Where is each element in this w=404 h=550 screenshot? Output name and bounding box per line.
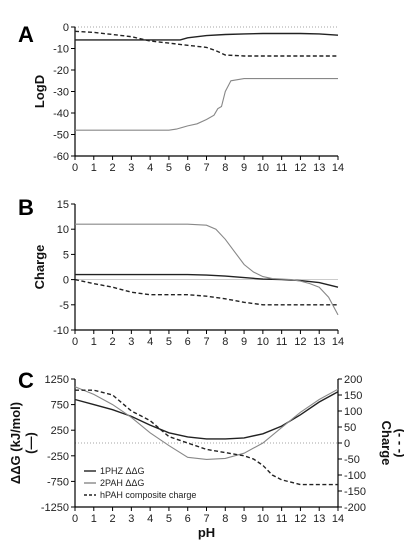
x-tick-label: 9 (241, 336, 247, 348)
x-tick-label: 12 (294, 162, 306, 174)
x-tick-label: 9 (241, 162, 247, 174)
x-tick-label: 5 (166, 162, 172, 174)
y-tick-label: -1250 (41, 502, 69, 514)
x-tick-label: 4 (147, 336, 153, 348)
x-tick-label: 8 (222, 336, 228, 348)
x-tick-label: 14 (332, 162, 344, 174)
y-axis-label-bracket: (—) (23, 432, 38, 454)
x-tick-label: 3 (128, 162, 134, 174)
y-tick-label: -250 (47, 451, 69, 463)
y-tick-label: -10 (53, 44, 69, 56)
panel-label: A (18, 22, 34, 47)
y2-axis-label: Charge (379, 421, 394, 466)
series-line-2 (74, 30, 338, 57)
series-line-3 (75, 78, 338, 131)
y-tick-label: -60 (53, 151, 69, 163)
y2-tick-label: 150 (344, 390, 362, 402)
panel-label: B (18, 195, 34, 220)
x-tick-label: 4 (147, 162, 153, 174)
series-line-3 (75, 389, 338, 486)
x-tick-label: 0 (72, 336, 78, 348)
x-axis-label: pH (198, 525, 215, 540)
x-tick-label: 0 (72, 513, 78, 525)
series-line-2 (74, 278, 338, 306)
y-tick-label: -5 (59, 300, 69, 312)
x-tick-label: 13 (313, 513, 325, 525)
y-tick-label: -20 (53, 65, 69, 77)
x-tick-label: 9 (241, 513, 247, 525)
x-tick-label: 13 (313, 162, 325, 174)
x-tick-label: 12 (294, 336, 306, 348)
x-tick-label: 10 (257, 336, 269, 348)
x-tick-label: 2 (110, 162, 116, 174)
x-tick-label: 4 (147, 513, 153, 525)
x-tick-label: 11 (276, 336, 287, 348)
y2-tick-label: -150 (344, 486, 366, 498)
panel-a: A 0-10-20-30-40-50-600 1 2 3 4 5 6 7 8 9 10 11 12 13 14… (18, 22, 344, 174)
y-tick-label: -10 (53, 325, 69, 337)
x-tick-label: 8 (222, 513, 228, 525)
y-axis-label: ΔΔG (kJ/mol) (8, 402, 23, 484)
y-tick-label: 250 (51, 425, 69, 437)
y2-tick-label: -100 (344, 470, 366, 482)
x-tick-label: 7 (203, 336, 209, 348)
y2-tick-label: 50 (344, 422, 356, 434)
x-tick-label: 11 (276, 162, 287, 174)
x-tick-label: 1 (91, 336, 97, 348)
x-tick-label: 3 (128, 513, 134, 525)
y-axis-label: LogD (32, 75, 47, 108)
y-tick-label: 1250 (45, 374, 69, 386)
y2-tick-label: 0 (344, 438, 350, 450)
x-tick-label: 7 (203, 513, 209, 525)
x-tick-label: 6 (185, 513, 191, 525)
x-tick-label: 7 (203, 162, 209, 174)
series-line-1 (75, 32, 339, 41)
x-tick-label: 3 (128, 336, 134, 348)
y-axis-label: Charge (32, 245, 47, 290)
legend-entry: 2PAH ΔΔG (100, 478, 144, 488)
y-tick-label: -750 (47, 476, 69, 488)
x-tick-label: 8 (222, 162, 228, 174)
y-tick-label: 0 (63, 22, 69, 34)
y-tick-label: 5 (63, 249, 69, 261)
y-tick-label: 750 (51, 400, 69, 412)
series-line-2 (74, 386, 339, 460)
x-tick-label: 2 (110, 336, 116, 348)
panel-c: C 1250750250-250-750-1250200150100500-50-… (8, 368, 404, 540)
series-line-3 (75, 223, 339, 316)
series-line-1 (74, 391, 339, 440)
y-tick-label: 10 (57, 224, 69, 236)
x-tick-label: 14 (332, 513, 344, 525)
x-tick-label: 0 (72, 162, 78, 174)
x-tick-label: 10 (257, 513, 269, 525)
legend-entry: hPAH composite charge (100, 490, 196, 500)
x-tick-label: 2 (110, 513, 116, 525)
legend-entry: 1PHZ ΔΔG (100, 466, 145, 476)
x-tick-label: 6 (185, 162, 191, 174)
y-tick-label: 15 (57, 199, 69, 211)
x-tick-label: 10 (257, 162, 269, 174)
x-tick-label: 5 (166, 336, 172, 348)
y-tick-label: -50 (53, 130, 69, 142)
x-tick-label: 1 (91, 162, 97, 174)
y2-tick-label: 200 (344, 374, 362, 386)
y2-tick-label: -50 (344, 454, 360, 466)
x-tick-label: 14 (332, 336, 344, 348)
y2-axis-label-bracket: (- - -) (393, 429, 404, 458)
y-tick-label: -30 (53, 87, 69, 99)
x-tick-label: 12 (294, 513, 306, 525)
y-tick-label: 0 (63, 275, 69, 287)
x-tick-label: 6 (185, 336, 191, 348)
x-tick-label: 11 (276, 513, 287, 525)
y2-tick-label: 100 (344, 406, 362, 418)
x-tick-label: 13 (313, 336, 325, 348)
x-tick-label: 5 (166, 513, 172, 525)
x-tick-label: 1 (91, 513, 97, 525)
y-tick-label: -40 (53, 108, 69, 120)
panel-label: C (18, 368, 34, 393)
y2-tick-label: -200 (344, 502, 366, 514)
